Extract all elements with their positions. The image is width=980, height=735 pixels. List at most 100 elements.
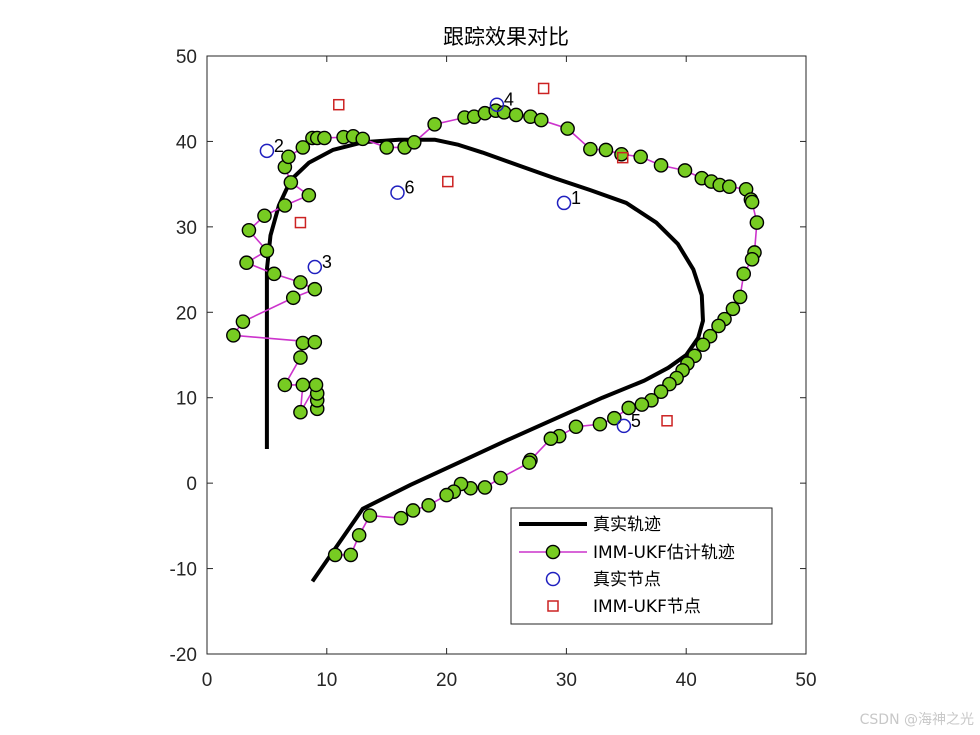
estimate-point <box>439 487 454 503</box>
plot-area: 1 2 3 4 5 6 <box>206 55 807 655</box>
true-node-point <box>616 418 632 434</box>
y-tick-label: 50 <box>176 47 197 68</box>
estimate-point <box>266 266 282 282</box>
estimate-point <box>421 498 436 513</box>
estimate-point <box>241 222 257 238</box>
estimate-point <box>257 208 272 224</box>
estimate-point <box>695 337 711 353</box>
estimate-point <box>493 470 508 486</box>
estimate-point <box>351 527 367 543</box>
estimate-point <box>521 455 537 470</box>
estimate-point <box>598 142 614 158</box>
estimate-point <box>744 194 760 210</box>
true-node-point <box>489 97 505 112</box>
estimate-point <box>543 431 559 447</box>
chart-title: 跟踪效果对比 <box>443 25 569 49</box>
y-tick-label: 30 <box>176 218 197 239</box>
estimate-point <box>226 328 241 343</box>
legend-label: IMM-UKF估计轨迹 <box>593 543 735 563</box>
true-node-point <box>259 143 275 159</box>
imm-node-point <box>616 151 629 164</box>
imm-node-point <box>442 175 454 188</box>
estimate-point <box>508 107 524 123</box>
y-tick-label: -20 <box>170 645 197 666</box>
estimate-point <box>355 131 371 147</box>
y-tick-label: 10 <box>176 389 197 410</box>
estimate-point <box>307 334 323 350</box>
true-node-point <box>556 195 572 211</box>
node-label: 3 <box>322 252 332 272</box>
estimate-point <box>301 187 317 203</box>
x-tick-label: 30 <box>556 670 577 691</box>
estimate-point <box>749 215 765 230</box>
estimate-point <box>285 290 301 306</box>
estimate-point <box>568 419 584 435</box>
imm-node-point <box>294 216 307 229</box>
estimate-point <box>259 243 275 259</box>
estimate-point <box>379 140 395 155</box>
estimate-point <box>583 141 598 157</box>
x-tick-label: 10 <box>316 670 337 691</box>
estimate-point <box>327 547 343 563</box>
estimate-point <box>277 198 293 213</box>
estimate-point <box>736 266 752 282</box>
estimate-point <box>405 503 421 518</box>
legend-swatch-true-node <box>545 571 561 587</box>
estimate-point <box>677 163 693 178</box>
estimate-point <box>722 179 737 195</box>
estimate-point <box>634 397 650 412</box>
node-label: 2 <box>274 136 284 156</box>
estimate-point <box>653 158 669 173</box>
estimate-point <box>307 281 323 297</box>
legend-label: 真实轨迹 <box>593 515 661 535</box>
estimate-point <box>533 112 549 128</box>
estimate-point <box>293 404 308 420</box>
estimate-point <box>427 117 442 132</box>
x-tick-label: 0 <box>202 670 213 691</box>
estimate-point <box>235 314 251 329</box>
true-node-point <box>307 259 323 275</box>
estimate-point <box>362 508 378 523</box>
x-tick-label: 50 <box>795 670 816 691</box>
estimate-point <box>633 149 648 165</box>
true-node-point <box>390 185 405 200</box>
watermark: CSDN @海神之光 <box>859 712 974 728</box>
imm-node-point <box>661 415 673 427</box>
y-tick-label: -10 <box>170 560 197 581</box>
node-label: 4 <box>504 90 514 110</box>
estimate-point <box>293 350 308 365</box>
estimate-point <box>653 384 669 400</box>
legend-label: IMM-UKF节点 <box>593 597 701 617</box>
node-label: 5 <box>631 411 641 431</box>
estimate-point <box>281 149 296 165</box>
estimate-point <box>406 134 422 150</box>
node-label: 1 <box>571 188 581 208</box>
legend-swatch-imm-marker <box>545 544 561 560</box>
y-tick-label: 0 <box>186 474 197 495</box>
estimate-point <box>308 377 324 393</box>
estimate-point <box>711 318 726 334</box>
estimate-point <box>317 130 332 146</box>
estimate-point <box>295 377 311 393</box>
estimate-point <box>239 255 254 271</box>
legend-box <box>510 507 773 625</box>
axis-ticks: 0 10 20 30 40 50 -20 -10 0 10 20 30 40 50 <box>170 47 817 691</box>
estimate-point <box>725 301 741 317</box>
legend-label: 真实节点 <box>593 570 661 590</box>
node-label: 6 <box>404 178 414 198</box>
estimate-point <box>732 289 748 305</box>
estimate-point <box>614 146 629 162</box>
y-tick-label: 20 <box>176 303 197 324</box>
estimate-point <box>283 175 299 190</box>
estimate-point <box>592 416 608 432</box>
imm-node-point <box>537 82 550 95</box>
estimate-point <box>560 121 575 136</box>
series-true-trajectory <box>264 137 705 583</box>
x-tick-label: 40 <box>676 670 697 691</box>
estimate-point <box>295 140 311 155</box>
estimate-point <box>477 480 493 495</box>
estimate-point <box>621 400 636 416</box>
x-tick-label: 20 <box>436 670 457 691</box>
